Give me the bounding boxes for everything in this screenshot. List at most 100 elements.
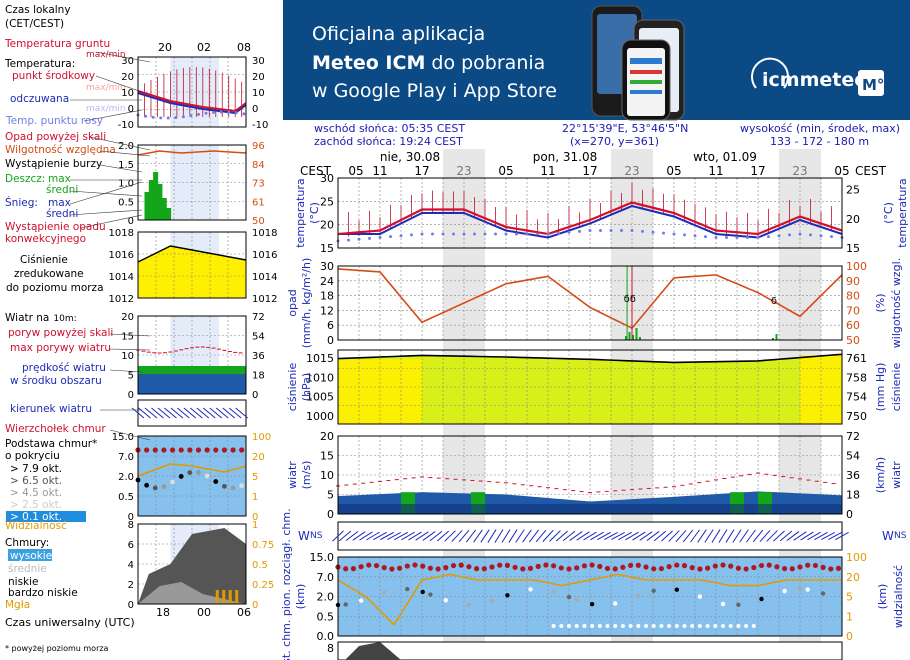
cloud-top-dot (797, 564, 803, 570)
wind-arrow-icon (576, 531, 590, 541)
legend-temp-line (137, 90, 247, 113)
legend-okt-65: > 6.5 okt. (10, 475, 62, 487)
legend-tick-label: 10 (252, 88, 265, 99)
cloud-top-dot (458, 562, 464, 568)
legend-tick-label: 4 (128, 560, 134, 571)
cloud-base-dot (590, 624, 595, 628)
dew-point-dot (735, 236, 739, 239)
cloud-base-dot (466, 602, 472, 608)
temp-axis-title: temperatura (294, 178, 307, 247)
wind-arrow-icon (739, 529, 749, 543)
legend-okt-25: > 2.5 okt. (10, 499, 62, 511)
dew-point-dot (578, 229, 581, 233)
axis-tick-label: 72 (846, 430, 860, 443)
app-banner[interactable]: Oficjalna aplikacja Meteo ICM do pobrani… (283, 0, 910, 121)
legend-dew-dot (219, 110, 223, 114)
legend-leader-line (69, 209, 143, 216)
legend-maxmin-2: max/min (86, 104, 126, 114)
legend-tick-label: 1018 (252, 228, 277, 239)
legend-tick-label: 54 (252, 332, 265, 343)
legend-tick-label: 100 (252, 432, 271, 443)
cloud-top-dot (427, 565, 433, 571)
humidity-axis-title: wilgotność wzgl. (890, 258, 903, 348)
legend-tick-label: 1016 (252, 250, 277, 261)
cloud-top-dot (397, 565, 403, 571)
legend-pressure-frame (137, 231, 247, 299)
clouds-frame (337, 641, 843, 660)
axis-tick-label: 25 (846, 184, 860, 197)
wind-arrow-icon (380, 531, 394, 541)
cloud-base-dot (651, 624, 656, 628)
cloud-top-dot (820, 564, 826, 570)
cloud-base-dot (713, 624, 718, 628)
wind-arrow-icon (668, 530, 680, 542)
wind-arrow-icon (835, 531, 849, 541)
wind-arrow-icon (718, 529, 728, 543)
legend-felt-line (137, 92, 247, 115)
legend-tick-label: 72 (252, 312, 265, 323)
legend-ground-temp-maxmin: max/min (86, 50, 126, 60)
legend-cloud-high-bg (8, 549, 52, 561)
cloud-top-dot (628, 562, 634, 568)
axis-tick-label: 15.0 (310, 551, 335, 564)
dew-point-dot (483, 232, 487, 236)
cloud-base-dot (651, 588, 656, 593)
wind-arrow-icon (661, 530, 673, 542)
cloud-base-dot (759, 596, 764, 602)
legend-local-time-tz: (CET/CEST) (5, 18, 64, 30)
dew-point-dot (756, 236, 760, 239)
cloudbase-panel: 15.0 7.0 2.0 0.5 0.0 100 20 5 1 0 podst. chm. pion… (280, 508, 905, 660)
precip-bar (772, 338, 774, 340)
wind-arrow-icon (542, 530, 554, 542)
cloud-base-dot (805, 587, 810, 592)
legend-wind-arrow-icon (183, 407, 197, 419)
cloud-top-dot (666, 564, 672, 570)
dew-point-dot (746, 236, 749, 239)
svg-text:Meteo ICM do pobrania: Meteo ICM do pobrania (312, 52, 545, 74)
cloud-top-dot (343, 566, 349, 572)
legend-leader-line (109, 429, 151, 441)
legend-tick-label: 0.5 (118, 492, 134, 503)
wind-direction-panel: W NS W NS (298, 521, 907, 551)
pressure-mmhg-title: ciśnienie (890, 363, 903, 412)
axis-tick-label: 10 (320, 469, 334, 482)
wind-arrow-icon (653, 530, 667, 542)
legend-tick-label: 0 (128, 600, 134, 611)
timezone-label-left: CEST (300, 164, 332, 178)
legend-tick-label: 73 (252, 179, 265, 190)
legend-cloud-top-dot (195, 447, 202, 453)
precip-bar (635, 328, 638, 340)
cloud-top-dot (489, 564, 495, 570)
cloud-base-dot (613, 624, 618, 628)
cloud-top-dot (566, 566, 572, 572)
pressure-fill-high (800, 355, 842, 424)
wind-arrow-icon (604, 531, 618, 541)
legend-pressure-2: zredukowane (14, 268, 84, 280)
wind-arrow-icon (522, 529, 532, 543)
cloud-base-dot (551, 624, 556, 628)
cloud-base-dot (674, 624, 679, 628)
visibility-axis-unit: (km) (876, 584, 889, 610)
dew-point-dot (567, 230, 571, 234)
dew-point-dot (536, 232, 539, 236)
dew-point-dot (767, 235, 770, 239)
cloud-base-dot (597, 624, 602, 628)
cloud-top-dot (551, 563, 557, 569)
legend-tick-label: 10 (121, 88, 134, 99)
dew-point-dot (431, 232, 434, 236)
elevation-values: 133 - 172 - 180 m (770, 135, 869, 148)
dew-point-dot (620, 229, 623, 232)
legend-gust-max: max porywy wiatru (10, 342, 111, 354)
cloud-top-dot (381, 565, 387, 571)
legend-tick-label: 1 (252, 492, 258, 503)
info-row: wschód słońca: 05:35 CEST zachód słońca:… (314, 122, 900, 148)
legend-pressure-1: Ciśnienie (20, 254, 68, 266)
legend-gust-above: poryw powyżej skali (8, 327, 113, 339)
legend-tick-label: 20 (252, 452, 265, 463)
dew-point-dot (410, 233, 413, 237)
legend-cloud-base-dot (239, 483, 245, 489)
hour-tick-label: 05 (498, 164, 513, 178)
legend-cloud-base-dot (152, 485, 158, 491)
wind-arrow-icon (682, 529, 694, 543)
